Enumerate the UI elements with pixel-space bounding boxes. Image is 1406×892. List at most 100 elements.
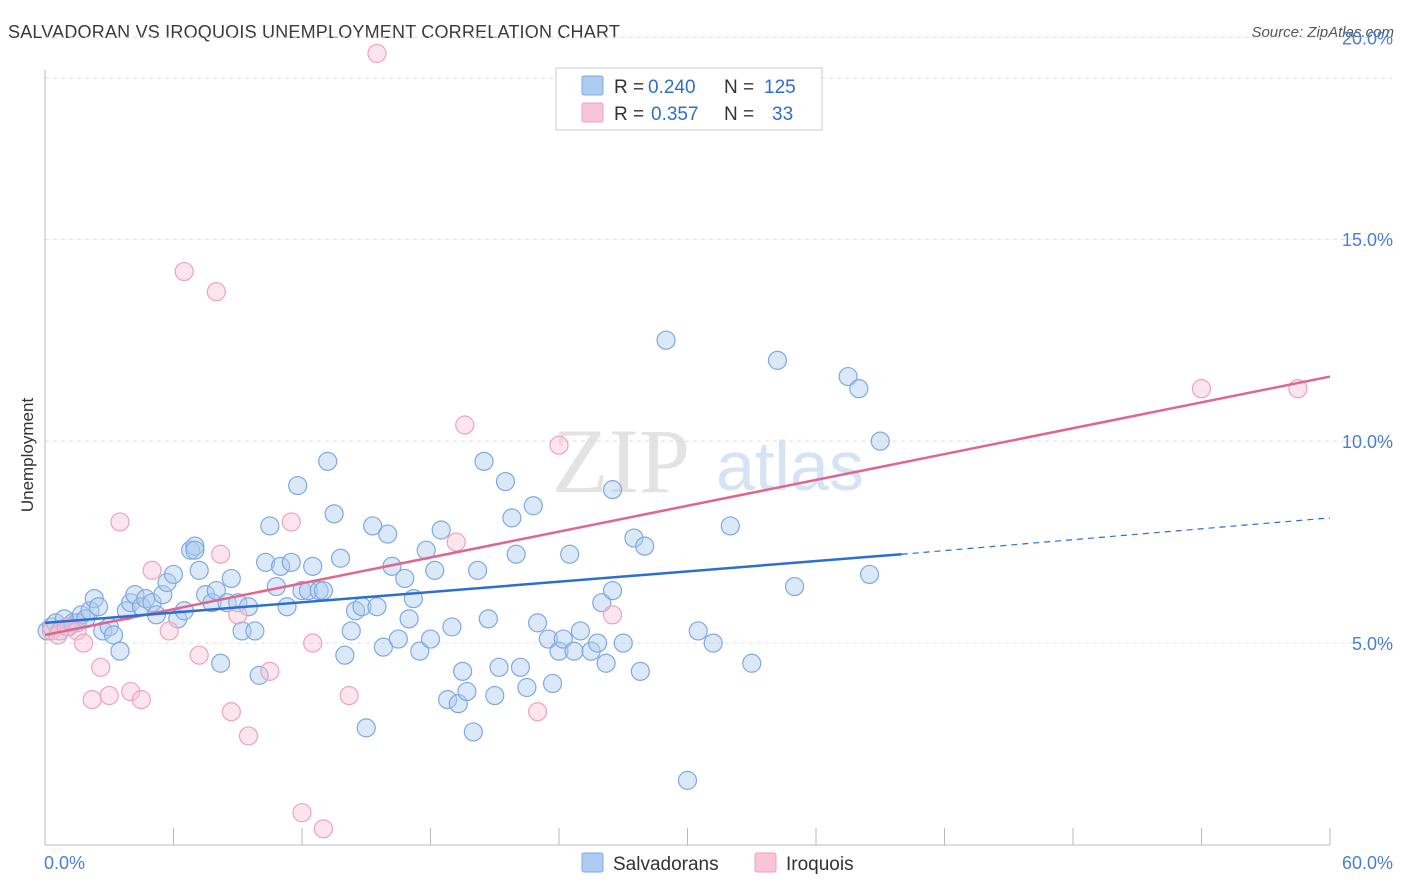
- salvadorans-point-114: [703, 633, 723, 653]
- salvadorans-point-91: [510, 657, 531, 677]
- salvadorans-trend-extension: [901, 517, 1331, 555]
- watermark: ZIP atlas: [552, 410, 864, 512]
- salvadorans-point-92: [517, 677, 537, 698]
- iroquois-point-19: [238, 726, 259, 746]
- salvadorans-trend-line: [44, 552, 902, 625]
- legend-r-label-2: R =: [614, 104, 644, 125]
- salvadorans-point-70: [399, 609, 419, 629]
- stats-legend: R = 0.240 N = 125 R = 0.357 N = 33: [555, 67, 823, 131]
- salvadorans-point-112: [677, 770, 698, 790]
- salvadorans-point-47: [277, 597, 297, 617]
- salvadorans-point-42: [249, 665, 269, 685]
- iroquois-swatch: [581, 102, 604, 123]
- iroquois-point-11: [142, 560, 162, 580]
- salvadorans-point-105: [602, 480, 623, 500]
- x-tick-label-0: 0.0%: [44, 853, 85, 873]
- salvadorans-point-120: [849, 379, 869, 399]
- iroquois-point-30: [549, 435, 569, 455]
- series-legend: Salvadorans Iroquois: [581, 852, 854, 875]
- salvadorans-point-88: [495, 471, 516, 492]
- salvadorans-point-24: [153, 585, 173, 605]
- salvadorans-point-63: [363, 516, 383, 536]
- legend-r-value-2: 0.357: [651, 104, 699, 125]
- salvadorans-point-68: [388, 629, 408, 649]
- y-tick-labels: 5.0% 10.0% 15.0% 20.0%: [1342, 28, 1393, 654]
- salvadorans-point-118: [784, 576, 805, 597]
- y-tick-label-1: 10.0%: [1342, 432, 1393, 452]
- salvadorans-point-111: [656, 330, 676, 350]
- iroquois-point-32: [1191, 379, 1212, 399]
- salvadorans-point-76: [431, 520, 451, 540]
- legend-r-label-1: R =: [614, 77, 644, 98]
- iroquois-point-23: [303, 633, 323, 653]
- salvadorans-point-58: [335, 645, 355, 665]
- salvadorans-point-103: [592, 593, 612, 613]
- iroquois-point-22: [292, 803, 312, 823]
- iroquois-point-25: [339, 685, 359, 706]
- salvadorans-point-26: [163, 564, 184, 585]
- y-tick-label-0: 5.0%: [1352, 634, 1393, 654]
- legend-n-value-1: 125: [764, 77, 796, 98]
- salvadorans-point-121: [859, 564, 880, 585]
- salvadorans-point-84: [474, 451, 494, 471]
- salvadorans-point-66: [378, 524, 398, 544]
- salvadorans-point-48: [281, 552, 301, 572]
- iroquois-point-6: [91, 657, 111, 677]
- salvadorans-point-108: [624, 528, 644, 548]
- salvadorans-point-50: [292, 580, 312, 601]
- salvadorans-point-85: [478, 609, 498, 629]
- salvadorans-point-109: [630, 661, 650, 681]
- salvadorans-point-116: [742, 653, 762, 673]
- salvadorans-point-77: [438, 690, 458, 710]
- salvadorans-point-75: [425, 560, 445, 580]
- salvadorans-point-37: [221, 568, 241, 589]
- iroquois-point-29: [527, 702, 548, 722]
- salvadorans-point-64: [367, 597, 387, 617]
- salvadorans-point-107: [613, 633, 633, 653]
- salvadorans-point-90: [506, 544, 526, 564]
- iroquois-point-24: [313, 819, 334, 839]
- salvadorans-point-72: [410, 641, 430, 661]
- salvadorans-point-95: [538, 629, 558, 649]
- salvadorans-point-74: [420, 629, 441, 649]
- iroquois-point-20: [260, 661, 280, 681]
- salvadorans-point-106: [602, 580, 623, 601]
- salvadorans-point-54: [313, 580, 334, 601]
- salvadorans-point-44: [260, 516, 280, 536]
- salvadorans-point-19: [125, 585, 145, 605]
- salvadorans-point-93: [523, 496, 543, 516]
- salvadorans-point-55: [318, 451, 338, 471]
- iroquois-trend-line: [44, 375, 1331, 637]
- salvadorans-point-83: [468, 560, 488, 580]
- salvadorans-point-56: [324, 504, 344, 524]
- salvadorans-point-35: [211, 653, 231, 673]
- y-tick-label-2: 15.0%: [1342, 230, 1393, 250]
- source-credit: Source: ZipAtlas.com: [1251, 24, 1394, 41]
- x-tick-label-1: 60.0%: [1342, 853, 1393, 873]
- salvadorans-point-59: [341, 621, 361, 641]
- iroquois-point-5: [82, 690, 102, 710]
- x-tick-labels: 0.0% 60.0%: [44, 853, 1393, 873]
- salvadorans-point-12: [88, 597, 109, 617]
- legend-n-label-1: N =: [724, 77, 754, 98]
- salvadorans-point-123: [185, 540, 205, 560]
- legend-n-value-2: 33: [772, 104, 793, 125]
- salvadorans-point-122: [870, 431, 890, 451]
- salvadorans-point-16: [110, 641, 130, 661]
- salvadorans-point-117: [767, 350, 788, 370]
- iroquois-point-28: [455, 415, 475, 435]
- salvadorans-point-53: [309, 580, 329, 601]
- y-tick-label-3: 20.0%: [1342, 28, 1393, 48]
- iroquois-point-26: [367, 43, 387, 64]
- salvadorans-point-52: [303, 556, 323, 576]
- legend-salvadorans-label: Salvadorans: [613, 854, 719, 875]
- iroquois-point-14: [189, 645, 209, 665]
- salvadorans-points: [37, 330, 890, 790]
- salvadorans-point-65: [373, 637, 393, 657]
- salvadorans-point-119: [838, 366, 858, 387]
- iroquois-point-18: [228, 605, 248, 625]
- iroquois-point-27: [446, 532, 466, 552]
- trend-lines: [44, 375, 1331, 637]
- iroquois-point-21: [281, 512, 301, 532]
